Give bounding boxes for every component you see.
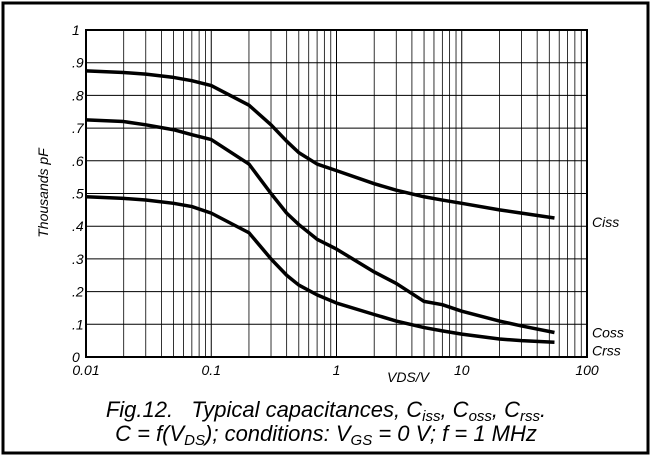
caption-text: , C (492, 397, 520, 422)
caption-text: , C (440, 397, 468, 422)
y-tick-label: .4 (72, 218, 84, 234)
y-tick-label: .9 (72, 55, 84, 71)
y-tick-label: .6 (72, 153, 84, 169)
caption-subscript: DS (184, 432, 205, 449)
caption-text: = 0 V; f = 1 MHz (372, 421, 537, 446)
x-tick-label: 1 (333, 362, 341, 378)
caption-text: ); conditions: V (202, 421, 353, 446)
plot-border (85, 29, 588, 358)
x-tick-label: 10 (454, 362, 470, 378)
x-axis-label: VDS/V (387, 369, 431, 385)
x-tick-label: 0.01 (72, 362, 99, 378)
caption-subscript: iss (422, 408, 441, 425)
y-tick-label: .5 (72, 186, 84, 202)
caption-subscript: oss (469, 408, 493, 425)
x-tick-label: 0.1 (202, 362, 221, 378)
caption: Fig.12. Typical capacitances, Ciss, Coss… (106, 397, 546, 425)
frame (1, 1, 650, 455)
series-label: Coss (592, 324, 624, 340)
caption-text: C = f(V (115, 421, 186, 446)
series-line (85, 195, 555, 345)
y-tick-label: 0 (72, 349, 80, 365)
y-tick-label: .8 (72, 87, 84, 103)
y-tick-label: .7 (72, 120, 85, 136)
caption-text: . (540, 397, 546, 422)
y-axis-label: Thousands pF (35, 147, 51, 238)
series-label: Crss (592, 342, 621, 358)
y-tick-label: .3 (72, 251, 84, 267)
caption: C = f(VDS); conditions: VGS = 0 V; f = 1… (115, 421, 537, 449)
y-tick-label: 1 (72, 22, 80, 38)
caption-subscript: GS (351, 432, 373, 449)
caption-subscript: rss (520, 408, 540, 425)
y-tick-label: .2 (72, 284, 84, 300)
series-line (85, 118, 555, 335)
caption-text: Fig.12. Typical capacitances, C (106, 397, 422, 422)
y-tick-label: .1 (72, 316, 84, 332)
series-line (85, 69, 555, 220)
series-label: Ciss (592, 214, 619, 230)
x-tick-label: 100 (575, 362, 599, 378)
